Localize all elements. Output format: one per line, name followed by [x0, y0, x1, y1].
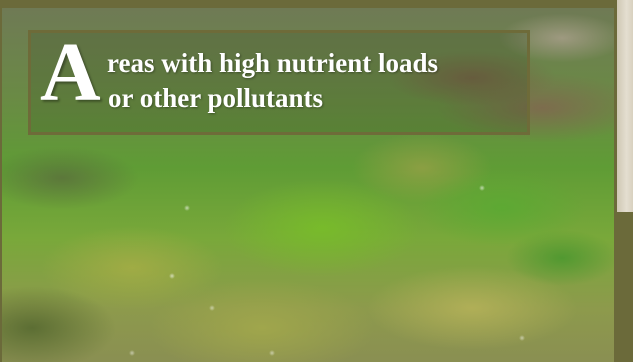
algae-water-photo: [2, 8, 614, 362]
adjacent-panel-edge: [614, 0, 633, 215]
title-line-2: or other pollutants: [108, 83, 324, 113]
title-drop-cap: A: [40, 26, 101, 119]
slide-title-box: A reas with high nutrient loads or other…: [28, 30, 530, 135]
title-line-1: reas with high nutrient loads: [107, 48, 439, 78]
